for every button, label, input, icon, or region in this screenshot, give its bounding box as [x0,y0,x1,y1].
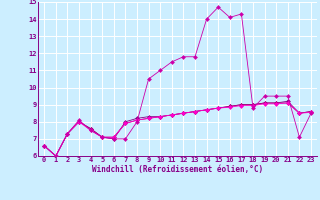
X-axis label: Windchill (Refroidissement éolien,°C): Windchill (Refroidissement éolien,°C) [92,165,263,174]
